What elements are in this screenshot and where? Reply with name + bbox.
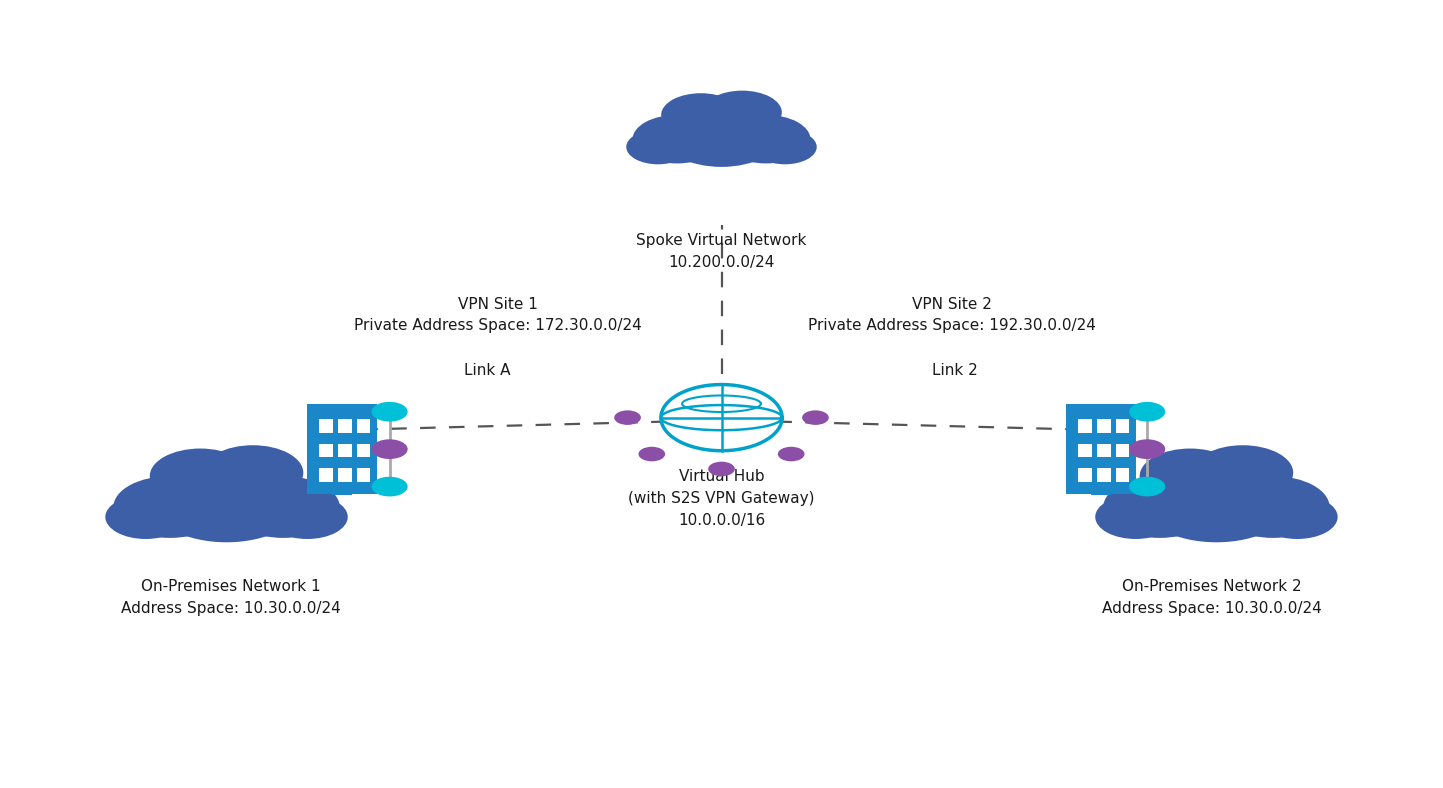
FancyBboxPatch shape xyxy=(1066,404,1136,495)
Circle shape xyxy=(202,445,303,500)
FancyBboxPatch shape xyxy=(1078,468,1092,481)
Circle shape xyxy=(1128,440,1165,459)
Text: Link 2: Link 2 xyxy=(932,362,978,378)
FancyBboxPatch shape xyxy=(319,468,333,481)
Circle shape xyxy=(1128,477,1165,496)
Circle shape xyxy=(709,462,734,476)
FancyBboxPatch shape xyxy=(319,419,333,433)
Circle shape xyxy=(661,93,740,136)
Circle shape xyxy=(372,402,408,422)
FancyBboxPatch shape xyxy=(1097,444,1111,457)
Circle shape xyxy=(1140,459,1293,542)
Circle shape xyxy=(150,448,251,504)
FancyBboxPatch shape xyxy=(1115,468,1130,481)
Text: On-Premises Network 2
Address Space: 10.30.0.0/24: On-Premises Network 2 Address Space: 10.… xyxy=(1102,579,1322,616)
FancyBboxPatch shape xyxy=(1078,444,1092,457)
FancyBboxPatch shape xyxy=(1115,444,1130,457)
Circle shape xyxy=(1216,476,1329,538)
Circle shape xyxy=(661,101,782,167)
FancyBboxPatch shape xyxy=(319,444,333,457)
Circle shape xyxy=(802,411,828,425)
FancyBboxPatch shape xyxy=(356,468,371,481)
Text: VPN Site 2
Private Address Space: 192.30.0.0/24: VPN Site 2 Private Address Space: 192.30… xyxy=(808,297,1097,333)
Text: Virtual Hub
(with S2S VPN Gateway)
10.0.0.0/16: Virtual Hub (with S2S VPN Gateway) 10.0.… xyxy=(628,469,815,528)
Circle shape xyxy=(703,91,782,134)
FancyBboxPatch shape xyxy=(1097,419,1111,433)
Circle shape xyxy=(632,115,722,163)
FancyBboxPatch shape xyxy=(356,444,371,457)
Text: VPN Site 1
Private Address Space: 172.30.0.0/24: VPN Site 1 Private Address Space: 172.30… xyxy=(354,297,642,333)
Circle shape xyxy=(753,130,817,165)
FancyBboxPatch shape xyxy=(332,484,352,495)
Circle shape xyxy=(114,476,227,538)
FancyBboxPatch shape xyxy=(1097,468,1111,481)
Circle shape xyxy=(615,411,641,425)
Circle shape xyxy=(372,477,408,496)
Circle shape xyxy=(626,130,690,165)
Circle shape xyxy=(105,495,186,539)
Circle shape xyxy=(638,447,665,461)
FancyBboxPatch shape xyxy=(356,419,371,433)
FancyBboxPatch shape xyxy=(307,404,377,495)
Circle shape xyxy=(267,495,348,539)
FancyBboxPatch shape xyxy=(1091,484,1111,495)
Circle shape xyxy=(1104,476,1216,538)
FancyBboxPatch shape xyxy=(1115,419,1130,433)
FancyBboxPatch shape xyxy=(338,468,352,481)
Text: Spoke Virtual Network
10.200.0.0/24: Spoke Virtual Network 10.200.0.0/24 xyxy=(636,233,807,270)
Text: On-Premises Network 1
Address Space: 10.30.0.0/24: On-Premises Network 1 Address Space: 10.… xyxy=(121,579,341,616)
Circle shape xyxy=(1192,445,1293,500)
Text: Link A: Link A xyxy=(465,362,511,378)
Circle shape xyxy=(1257,495,1338,539)
Circle shape xyxy=(1095,495,1176,539)
Circle shape xyxy=(722,115,811,163)
Circle shape xyxy=(227,476,339,538)
FancyBboxPatch shape xyxy=(338,419,352,433)
Circle shape xyxy=(372,440,408,459)
FancyBboxPatch shape xyxy=(1078,419,1092,433)
FancyBboxPatch shape xyxy=(338,444,352,457)
Circle shape xyxy=(150,459,303,542)
Circle shape xyxy=(1128,402,1165,422)
Circle shape xyxy=(778,447,805,461)
Circle shape xyxy=(1140,448,1241,504)
Circle shape xyxy=(661,385,782,451)
